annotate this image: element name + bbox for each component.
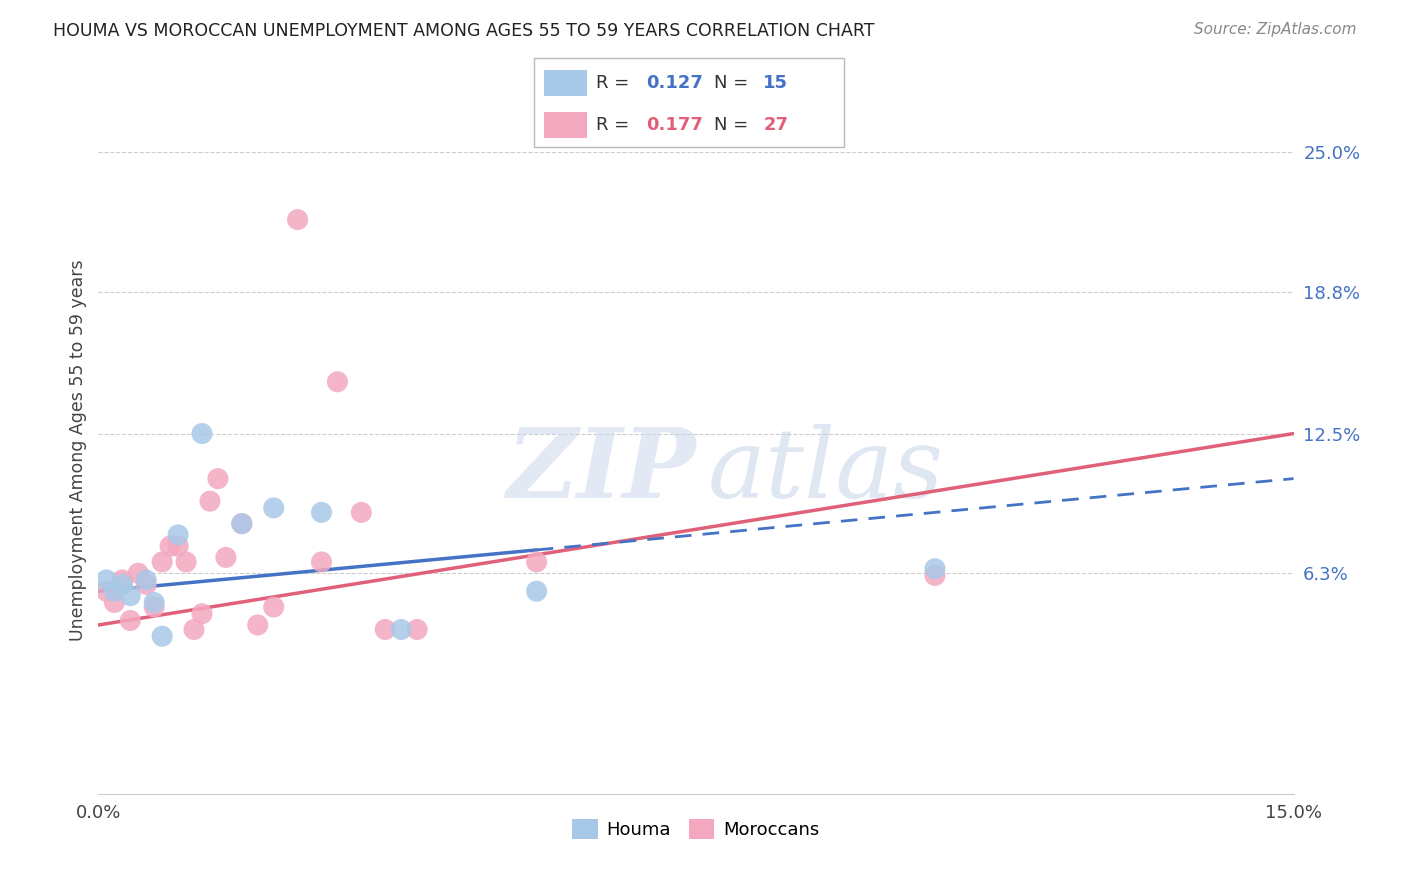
Point bbox=[143, 599, 166, 614]
Point bbox=[135, 577, 157, 591]
Point bbox=[389, 623, 412, 637]
Text: N =: N = bbox=[714, 116, 754, 134]
Point bbox=[311, 555, 333, 569]
Point bbox=[191, 607, 214, 621]
Point bbox=[143, 595, 166, 609]
Point bbox=[326, 375, 349, 389]
FancyBboxPatch shape bbox=[534, 58, 844, 147]
Point bbox=[350, 505, 373, 519]
Point bbox=[198, 494, 221, 508]
Text: 15: 15 bbox=[763, 74, 789, 92]
Point bbox=[96, 584, 118, 599]
Point bbox=[167, 528, 190, 542]
Text: N =: N = bbox=[714, 74, 754, 92]
Point bbox=[120, 589, 142, 603]
Point bbox=[135, 573, 157, 587]
Point bbox=[127, 566, 149, 581]
Point bbox=[231, 516, 253, 531]
Legend: Houma, Moroccans: Houma, Moroccans bbox=[565, 812, 827, 847]
Point bbox=[287, 212, 309, 227]
Point bbox=[263, 599, 285, 614]
Point bbox=[374, 623, 396, 637]
Point bbox=[174, 555, 197, 569]
Text: atlas: atlas bbox=[709, 424, 943, 518]
Text: Source: ZipAtlas.com: Source: ZipAtlas.com bbox=[1194, 22, 1357, 37]
FancyBboxPatch shape bbox=[544, 112, 586, 138]
Point bbox=[167, 539, 190, 553]
Point bbox=[111, 577, 134, 591]
Point bbox=[207, 472, 229, 486]
Point bbox=[103, 584, 125, 599]
FancyBboxPatch shape bbox=[544, 70, 586, 96]
Point bbox=[96, 573, 118, 587]
Y-axis label: Unemployment Among Ages 55 to 59 years: Unemployment Among Ages 55 to 59 years bbox=[69, 260, 87, 641]
Text: ZIP: ZIP bbox=[506, 424, 696, 518]
Point bbox=[263, 500, 285, 515]
Point bbox=[215, 550, 238, 565]
Point bbox=[311, 505, 333, 519]
Point bbox=[526, 555, 548, 569]
Point bbox=[231, 516, 253, 531]
Point bbox=[924, 562, 946, 576]
Text: R =: R = bbox=[596, 74, 636, 92]
Text: R =: R = bbox=[596, 116, 636, 134]
Text: 27: 27 bbox=[763, 116, 789, 134]
Point bbox=[111, 573, 134, 587]
Point bbox=[183, 623, 205, 637]
Text: 0.177: 0.177 bbox=[645, 116, 703, 134]
Point bbox=[150, 629, 173, 643]
Point bbox=[924, 568, 946, 582]
Point bbox=[526, 584, 548, 599]
Point bbox=[406, 623, 429, 637]
Text: 0.127: 0.127 bbox=[645, 74, 703, 92]
Point bbox=[246, 618, 269, 632]
Text: HOUMA VS MOROCCAN UNEMPLOYMENT AMONG AGES 55 TO 59 YEARS CORRELATION CHART: HOUMA VS MOROCCAN UNEMPLOYMENT AMONG AGE… bbox=[53, 22, 875, 40]
Point bbox=[150, 555, 173, 569]
Point bbox=[159, 539, 181, 553]
Point bbox=[120, 614, 142, 628]
Point bbox=[103, 595, 125, 609]
Point bbox=[191, 426, 214, 441]
